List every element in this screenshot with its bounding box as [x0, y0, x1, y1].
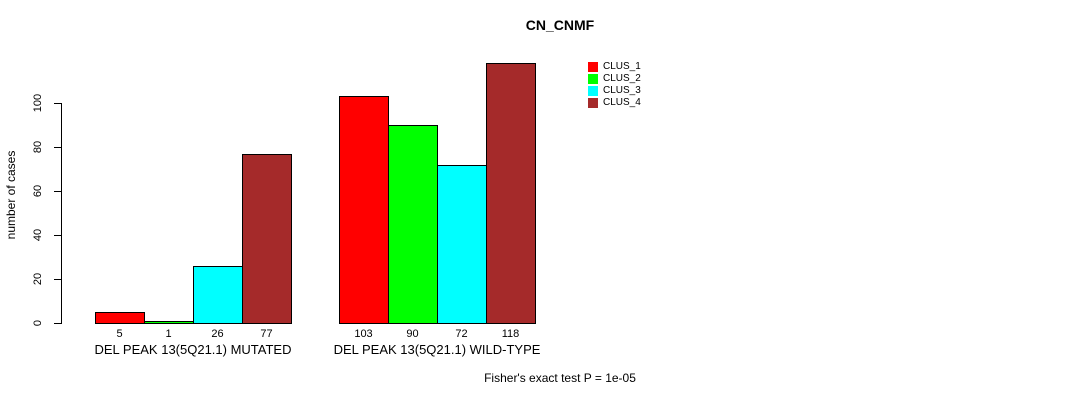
legend-swatch: [588, 74, 598, 84]
bar-value-label: 118: [501, 328, 520, 340]
legend-label: CLUS_1: [603, 61, 641, 72]
bar-value-label: 77: [260, 328, 273, 340]
y-axis-tick: [54, 323, 61, 324]
bar-value-label: 5: [116, 328, 123, 340]
y-tick-label: 60: [32, 184, 44, 198]
y-tick-label: 20: [32, 272, 44, 286]
y-tick-label: 0: [32, 319, 44, 327]
y-axis-label: number of cases: [4, 150, 18, 240]
chart-title: CN_CNMF: [525, 17, 595, 33]
bar-value-label: 90: [406, 328, 419, 340]
y-tick-label: 100: [32, 93, 44, 113]
legend-swatch: [588, 62, 598, 72]
legend-item: CLUS_3: [588, 86, 641, 96]
legend-item: CLUS_1: [588, 62, 641, 72]
y-axis-tick: [54, 279, 61, 280]
bar: [95, 312, 145, 324]
legend-swatch: [588, 98, 598, 108]
stat-note: Fisher's exact test P = 1e-05: [484, 371, 636, 385]
legend-item: CLUS_2: [588, 74, 641, 84]
legend-label: CLUS_4: [603, 97, 641, 108]
bar: [242, 154, 292, 324]
group-label: DEL PEAK 13(5Q21.1) MUTATED: [94, 342, 292, 357]
y-axis-tick: [54, 235, 61, 236]
y-axis-tick: [54, 191, 61, 192]
group-label: DEL PEAK 13(5Q21.1) WILD-TYPE: [333, 342, 541, 357]
bar-value-label: 26: [211, 328, 224, 340]
bar-value-label: 72: [455, 328, 468, 340]
legend-swatch: [588, 86, 598, 96]
y-tick-label: 40: [32, 228, 44, 242]
bar: [388, 125, 438, 324]
y-axis-tick: [54, 147, 61, 148]
bar-value-label: 103: [354, 328, 373, 340]
legend-label: CLUS_3: [603, 85, 641, 96]
bar: [339, 96, 389, 324]
legend-label: CLUS_2: [603, 73, 641, 84]
y-axis-line: [61, 103, 62, 324]
y-axis-tick: [54, 103, 61, 104]
legend: CLUS_1 CLUS_2 CLUS_3 CLUS_4: [588, 62, 641, 110]
y-tick-label: 80: [32, 140, 44, 154]
bar: [144, 321, 194, 324]
legend-item: CLUS_4: [588, 98, 641, 108]
bar: [193, 266, 243, 324]
bar-value-label: 1: [165, 328, 172, 340]
bar: [486, 63, 536, 324]
bar: [437, 165, 487, 324]
